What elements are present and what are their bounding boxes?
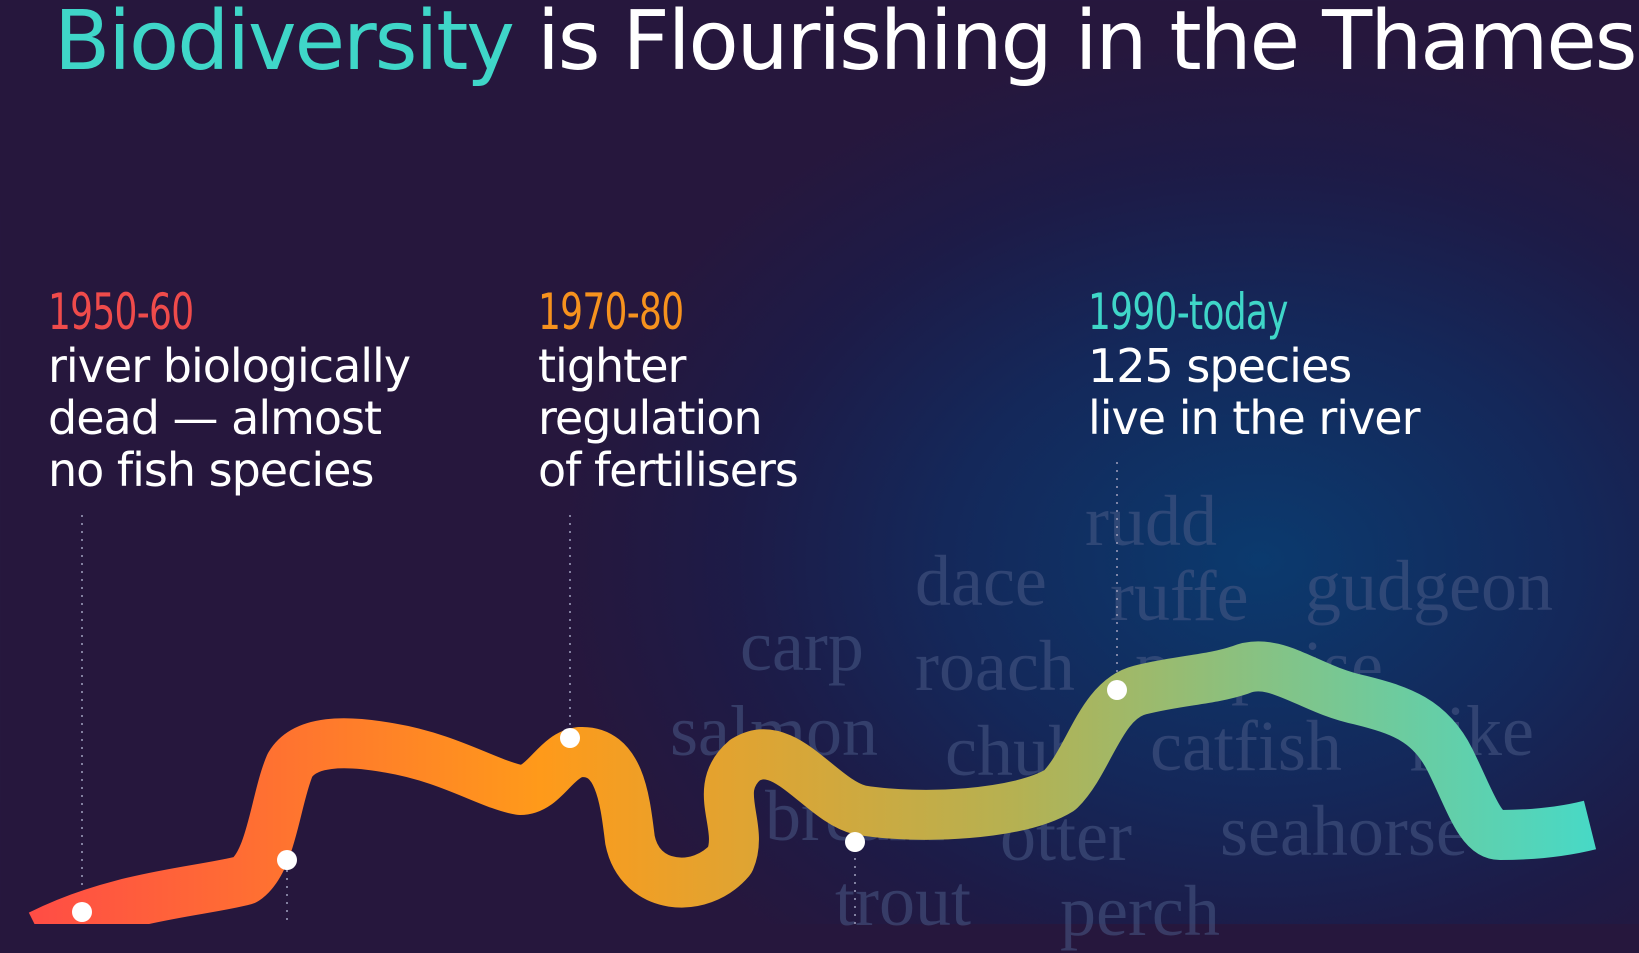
era-desc-line: 125 species <box>1088 339 1352 393</box>
era-1990-today: 1990-today 125 species live in the river <box>1088 283 1421 445</box>
species-carp: carp <box>740 606 864 686</box>
species-ruffe: ruffe <box>1110 556 1249 636</box>
title-highlight: Biodiversity <box>54 0 515 89</box>
node-early <box>277 850 297 870</box>
river-path <box>28 641 1597 924</box>
era-period: 1970-80 <box>538 283 684 341</box>
era-desc-line: river biologically <box>48 339 411 393</box>
species-roach: roach <box>915 626 1075 706</box>
era-desc-line: of fertilisers <box>538 443 799 497</box>
era-1950-60: 1950-60 river biologically dead — almost… <box>48 283 411 497</box>
era-desc-line: dead — almost <box>48 391 382 445</box>
river-timeline <box>28 462 1597 924</box>
era-1970-80: 1970-80 tighter regulation of fertiliser… <box>538 283 799 497</box>
era-desc-line: no fish species <box>48 443 374 497</box>
era-period: 1950-60 <box>48 283 194 341</box>
node-mid <box>845 832 865 852</box>
title-rest: is Flourishing in the Thames <box>512 0 1638 89</box>
page-title: Biodiversity is Flourishing in the Thame… <box>54 0 1638 89</box>
species-seahorse: seahorse <box>1220 791 1468 871</box>
species-rudd: rudd <box>1085 481 1217 561</box>
era-desc-line: tighter <box>538 339 686 393</box>
era-desc-line: regulation <box>538 391 763 445</box>
species-gudgeon: gudgeon <box>1305 546 1553 626</box>
era-period: 1990-today <box>1088 283 1288 341</box>
species-dace: dace <box>915 541 1047 621</box>
era-desc-line: live in the river <box>1088 391 1421 445</box>
node-1970 <box>560 728 580 748</box>
node-1950 <box>72 902 92 922</box>
species-catfish: catfish <box>1150 706 1342 786</box>
node-1990 <box>1107 680 1127 700</box>
